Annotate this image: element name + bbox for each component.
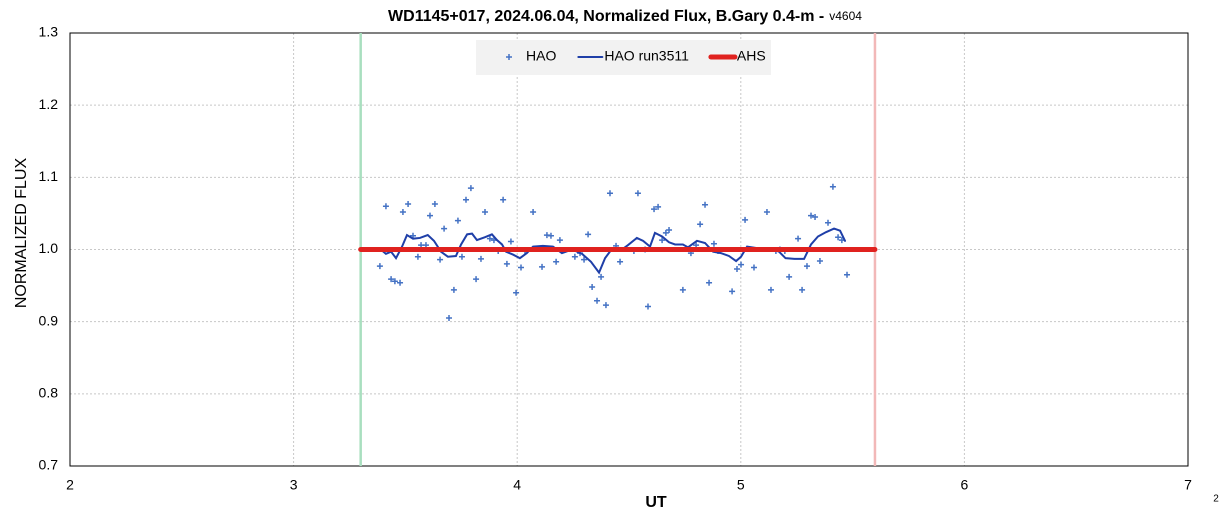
data-point — [750, 264, 757, 271]
data-point — [651, 206, 658, 213]
data-point — [431, 201, 438, 208]
data-point — [500, 196, 507, 203]
data-point — [679, 286, 686, 293]
plot-frame — [69, 32, 1189, 467]
y-tick-label: 1.3 — [39, 24, 59, 40]
data-point — [376, 263, 383, 270]
data-point — [391, 278, 398, 285]
data-point — [518, 264, 525, 271]
data-point — [414, 253, 421, 260]
data-point — [829, 183, 836, 190]
data-point — [458, 253, 465, 260]
data-point — [598, 273, 605, 280]
data-point — [589, 284, 596, 291]
y-tick-label: 1.1 — [39, 168, 59, 184]
x-tick-label: 2 — [66, 477, 74, 493]
data-point — [763, 208, 770, 215]
data-point — [397, 279, 404, 286]
data-point — [477, 255, 484, 262]
data-point — [473, 276, 480, 283]
data-point — [662, 229, 669, 236]
data-point — [585, 231, 592, 238]
data-point — [808, 212, 815, 219]
data-point — [462, 196, 469, 203]
data-point — [634, 190, 641, 197]
data-point — [786, 273, 793, 280]
data-point — [706, 279, 713, 286]
data-point — [553, 258, 560, 265]
x-tick-label: 6 — [961, 477, 969, 493]
y-tick-label: 0.8 — [39, 385, 59, 401]
data-point — [816, 258, 823, 265]
data-point — [606, 190, 613, 197]
data-point — [799, 286, 806, 293]
data-point — [482, 208, 489, 215]
data-point — [825, 219, 832, 226]
data-point — [655, 203, 662, 210]
data-point — [844, 271, 851, 278]
x-axis-label: UT — [645, 494, 667, 511]
title-version: v4604 — [829, 9, 862, 23]
data-point — [710, 240, 717, 247]
y-tick-label: 1.0 — [39, 240, 59, 256]
y-tick-label: 1.2 — [39, 96, 59, 112]
corner-note: 2 — [1213, 494, 1219, 505]
data-point — [645, 303, 652, 310]
data-point — [539, 263, 546, 270]
data-point — [547, 232, 554, 239]
data-point — [581, 256, 588, 263]
chart-title: WD1145+017, 2024.06.04, Normalized Flux,… — [388, 8, 862, 25]
data-point — [454, 217, 461, 224]
data-point — [738, 261, 745, 268]
legend-label: HAO — [526, 48, 556, 64]
legend-symbol — [506, 54, 512, 60]
y-axis-label: NORMALIZED FLUX — [13, 158, 30, 309]
data-point — [812, 214, 819, 221]
data-point — [530, 208, 537, 215]
data-point — [446, 315, 453, 322]
data-point — [617, 258, 624, 265]
data-point — [795, 235, 802, 242]
title-main: WD1145+017, 2024.06.04, Normalized Flux,… — [388, 8, 824, 25]
x-tick-label: 5 — [737, 477, 745, 493]
data-point — [426, 212, 433, 219]
data-point — [382, 203, 389, 210]
data-point — [803, 263, 810, 270]
data-point — [507, 238, 514, 245]
data-point — [697, 221, 704, 228]
data-point — [441, 225, 448, 232]
x-tick-label: 7 — [1184, 477, 1192, 493]
legend-label: AHS — [737, 48, 766, 64]
data-point — [733, 265, 740, 272]
data-point — [513, 289, 520, 296]
y-tick-label: 0.7 — [39, 457, 59, 473]
data-point — [437, 256, 444, 263]
data-point — [767, 286, 774, 293]
data-point — [702, 201, 709, 208]
data-point — [450, 286, 457, 293]
data-point — [594, 297, 601, 304]
data-point — [659, 237, 666, 244]
data-point — [467, 185, 474, 192]
data-point — [666, 227, 673, 234]
x-tick-label: 3 — [290, 477, 298, 493]
data-point — [556, 237, 563, 244]
data-point — [602, 302, 609, 309]
data-point — [399, 208, 406, 215]
legend-label: HAO run3511 — [604, 48, 689, 64]
data-point — [503, 260, 510, 267]
data-point — [486, 235, 493, 242]
x-tick-label: 4 — [513, 477, 521, 493]
data-point — [405, 201, 412, 208]
y-tick-label: 0.9 — [39, 312, 59, 328]
legend: HAO HAO run3511 AHS — [476, 40, 771, 75]
data-point — [388, 276, 395, 283]
data-point — [835, 234, 842, 241]
data-point — [729, 288, 736, 295]
data-point — [742, 216, 749, 223]
data-point — [571, 253, 578, 260]
